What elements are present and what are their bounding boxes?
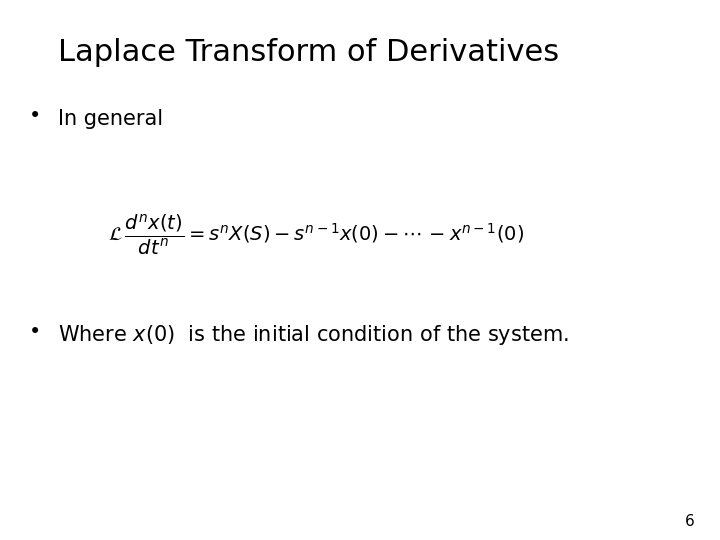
Text: Where $x(0)$  is the initial condition of the system.: Where $x(0)$ is the initial condition of… <box>58 323 569 347</box>
Text: In general: In general <box>58 109 163 129</box>
Text: 6: 6 <box>685 514 695 529</box>
Text: •: • <box>29 322 41 342</box>
Text: $\mathcal{L}\,\dfrac{d^n x(t)}{dt^n} = s^n X(S) - s^{n-1}x(0) - \cdots\, - x^{n-: $\mathcal{L}\,\dfrac{d^n x(t)}{dt^n} = s… <box>108 213 524 257</box>
Text: Laplace Transform of Derivatives: Laplace Transform of Derivatives <box>58 38 559 67</box>
Text: •: • <box>29 106 41 126</box>
